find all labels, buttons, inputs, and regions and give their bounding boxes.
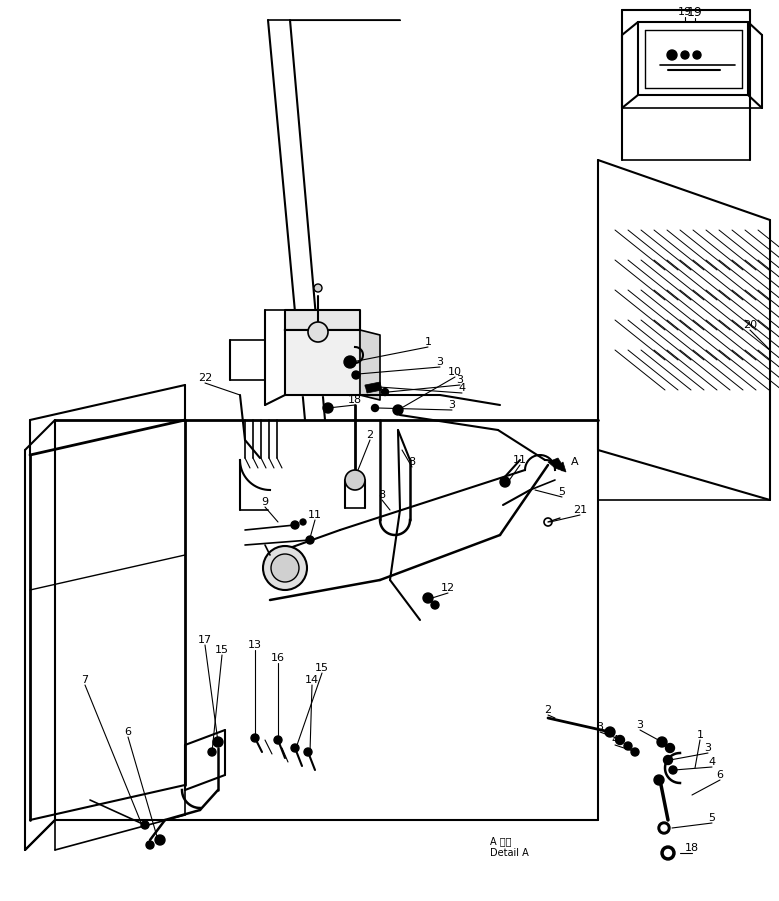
- Text: 9: 9: [262, 497, 269, 507]
- Text: 19: 19: [687, 6, 703, 20]
- Circle shape: [304, 748, 312, 756]
- Circle shape: [372, 405, 379, 412]
- Text: 5: 5: [559, 487, 566, 497]
- Circle shape: [382, 388, 389, 396]
- Text: 18: 18: [685, 843, 699, 853]
- Text: 1: 1: [425, 337, 432, 347]
- Text: 21: 21: [573, 505, 587, 515]
- Polygon shape: [548, 458, 563, 468]
- Circle shape: [654, 775, 664, 785]
- Text: 3: 3: [636, 720, 643, 730]
- Text: 4: 4: [458, 383, 466, 393]
- Circle shape: [431, 601, 439, 609]
- Polygon shape: [555, 462, 566, 472]
- Circle shape: [306, 536, 314, 544]
- Text: 22: 22: [198, 373, 212, 383]
- Circle shape: [146, 841, 154, 849]
- Circle shape: [308, 322, 328, 342]
- Text: Detail A: Detail A: [490, 848, 529, 858]
- Text: 7: 7: [82, 675, 89, 685]
- Circle shape: [323, 403, 333, 413]
- Text: 3: 3: [597, 722, 604, 732]
- Text: 3: 3: [456, 375, 464, 385]
- Circle shape: [314, 284, 322, 292]
- Text: 6: 6: [717, 770, 724, 780]
- Text: 3: 3: [449, 400, 456, 410]
- Text: 3: 3: [436, 357, 443, 367]
- Circle shape: [345, 470, 365, 490]
- Text: 5: 5: [708, 813, 715, 823]
- Circle shape: [155, 835, 165, 845]
- Circle shape: [615, 735, 625, 744]
- Circle shape: [393, 405, 403, 415]
- Circle shape: [664, 756, 672, 765]
- Text: 4: 4: [612, 735, 619, 745]
- Text: 2: 2: [366, 430, 374, 440]
- Text: 11: 11: [308, 510, 322, 520]
- Text: 13: 13: [248, 640, 262, 650]
- Text: 2: 2: [545, 705, 552, 715]
- Text: 14: 14: [305, 675, 319, 685]
- Circle shape: [291, 521, 299, 529]
- Circle shape: [681, 51, 689, 59]
- Circle shape: [251, 734, 259, 742]
- Circle shape: [669, 766, 677, 774]
- Circle shape: [661, 846, 675, 860]
- Text: 6: 6: [125, 727, 132, 737]
- Circle shape: [658, 822, 670, 834]
- Polygon shape: [365, 382, 382, 393]
- Circle shape: [631, 748, 639, 756]
- Circle shape: [300, 519, 306, 525]
- Text: 15: 15: [215, 645, 229, 655]
- Circle shape: [208, 748, 216, 756]
- Text: 20: 20: [743, 320, 757, 330]
- Text: 16: 16: [271, 653, 285, 663]
- Text: 8: 8: [408, 457, 415, 467]
- Circle shape: [605, 727, 615, 737]
- Circle shape: [274, 736, 282, 744]
- Circle shape: [141, 821, 149, 829]
- Circle shape: [657, 737, 667, 747]
- Text: 15: 15: [315, 663, 329, 673]
- Circle shape: [291, 744, 299, 752]
- Text: 8: 8: [379, 490, 386, 500]
- Text: 17: 17: [198, 635, 212, 645]
- Polygon shape: [285, 330, 360, 395]
- Text: 19: 19: [678, 7, 692, 17]
- Text: 12: 12: [441, 583, 455, 593]
- Circle shape: [661, 825, 667, 831]
- Text: A: A: [571, 457, 579, 467]
- Circle shape: [423, 593, 433, 603]
- Text: 1: 1: [696, 730, 703, 740]
- Circle shape: [213, 737, 223, 747]
- Text: 10: 10: [448, 367, 462, 377]
- Text: 11: 11: [513, 455, 527, 465]
- Circle shape: [624, 742, 632, 750]
- Text: A 詳細: A 詳細: [490, 836, 512, 846]
- Text: 3: 3: [704, 743, 711, 753]
- Circle shape: [665, 743, 675, 752]
- Circle shape: [344, 356, 356, 368]
- Circle shape: [667, 50, 677, 60]
- Circle shape: [271, 554, 299, 582]
- Circle shape: [693, 51, 701, 59]
- Circle shape: [664, 850, 671, 857]
- Circle shape: [500, 477, 510, 487]
- Text: 4: 4: [708, 757, 716, 767]
- Polygon shape: [285, 310, 360, 330]
- Text: 18: 18: [348, 395, 362, 405]
- Circle shape: [352, 371, 360, 379]
- Polygon shape: [360, 330, 380, 400]
- Circle shape: [263, 546, 307, 590]
